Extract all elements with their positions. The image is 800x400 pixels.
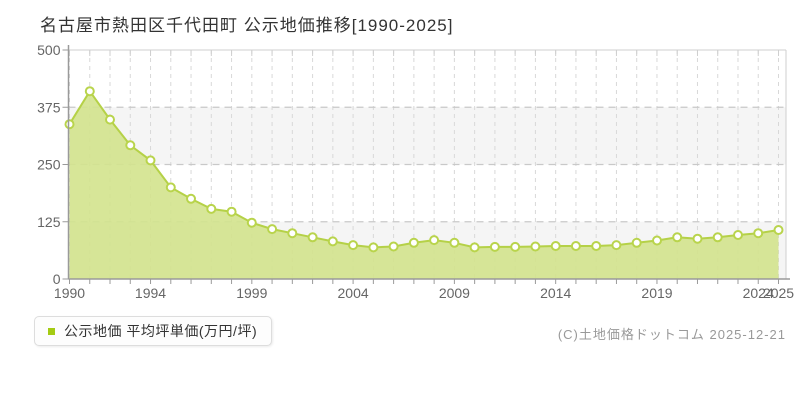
copyright-text: (C)土地価格ドットコム 2025-12-21 <box>557 327 786 342</box>
y-tick-label: 125 <box>37 214 61 230</box>
data-point <box>125 140 136 151</box>
data-point <box>307 232 318 243</box>
data-point <box>489 241 500 252</box>
data-point <box>429 235 440 246</box>
data-point <box>672 232 683 243</box>
data-point <box>186 193 196 204</box>
data-point <box>368 242 379 253</box>
legend: 公示地価 平均坪単価(万円/坪) <box>34 316 273 346</box>
data-point <box>469 242 480 253</box>
data-point <box>570 241 581 251</box>
series-area <box>69 91 779 279</box>
data-point <box>64 119 75 130</box>
y-tick-label: 0 <box>53 271 61 287</box>
data-point <box>631 237 642 248</box>
data-point <box>84 86 95 97</box>
data-point <box>692 233 703 244</box>
data-point <box>773 225 784 235</box>
data-point <box>591 241 602 251</box>
data-point <box>165 182 176 193</box>
data-point <box>530 241 541 252</box>
plot-band <box>68 107 786 165</box>
data-point <box>733 230 743 240</box>
data-point <box>712 232 723 243</box>
price-trend-chart: 0 125 250 375 500 1990 1994 1999 2004 2009 2014 201… <box>37 42 794 301</box>
x-tick-label: 2014 <box>540 285 571 301</box>
data-point <box>753 228 764 239</box>
data-point <box>348 240 359 251</box>
x-tick-label: 1999 <box>236 285 267 301</box>
y-tick-label: 250 <box>37 157 61 173</box>
data-point <box>246 217 257 228</box>
x-tick-label: 2009 <box>439 285 470 301</box>
data-point <box>327 236 338 247</box>
chart-title: 名古屋市熱田区千代田町 公示地価推移[1990-2025] <box>40 16 454 35</box>
data-point <box>145 155 156 166</box>
x-tick-label: 1994 <box>135 285 166 301</box>
data-point <box>550 241 561 251</box>
x-tick-label: 2004 <box>338 285 369 301</box>
x-tick-label: 2025 <box>763 285 794 301</box>
data-point <box>206 203 217 214</box>
data-point <box>388 241 399 252</box>
data-point <box>226 206 237 217</box>
data-point <box>611 240 622 251</box>
data-point <box>408 237 419 248</box>
data-point <box>449 237 460 248</box>
x-tick-label: 2024 <box>743 285 774 301</box>
y-tick-label: 500 <box>37 42 61 58</box>
data-point <box>287 228 298 239</box>
x-tick-label: 2019 <box>641 285 672 301</box>
legend-marker-square <box>48 327 55 335</box>
legend-series-label: 公示地価 平均坪単価(万円/坪) <box>64 323 258 339</box>
data-point <box>105 114 115 125</box>
data-point <box>510 241 521 252</box>
y-tick-label: 375 <box>37 99 61 115</box>
data-point <box>267 224 278 235</box>
data-point <box>652 235 662 246</box>
x-tick-label: 1990 <box>54 285 85 301</box>
